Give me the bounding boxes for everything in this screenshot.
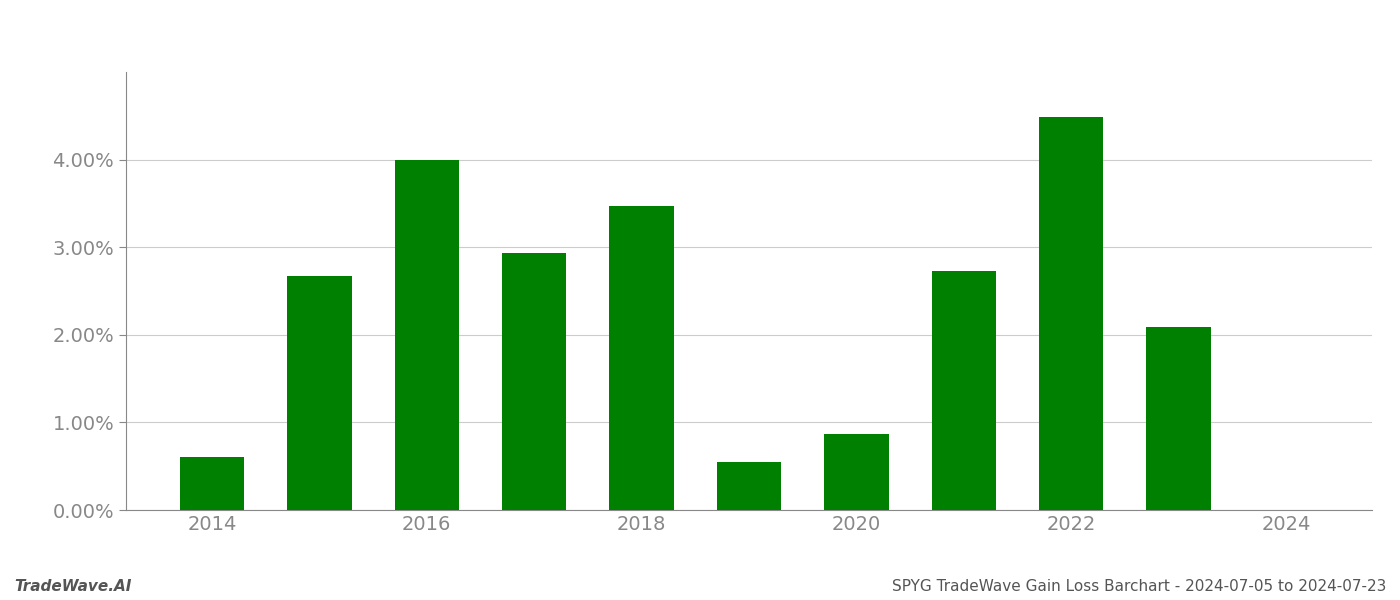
Bar (287, 276, 351, 510)
Text: SPYG TradeWave Gain Loss Barchart - 2024-07-05 to 2024-07-23: SPYG TradeWave Gain Loss Barchart - 2024… (892, 579, 1386, 594)
Bar (179, 457, 244, 510)
Bar (1147, 327, 1211, 510)
Bar (609, 206, 673, 510)
Bar (717, 462, 781, 510)
Text: TradeWave.AI: TradeWave.AI (14, 579, 132, 594)
Bar (931, 271, 995, 510)
Bar (395, 160, 459, 510)
Bar (825, 434, 889, 510)
Bar (1039, 116, 1103, 510)
Bar (503, 253, 567, 510)
